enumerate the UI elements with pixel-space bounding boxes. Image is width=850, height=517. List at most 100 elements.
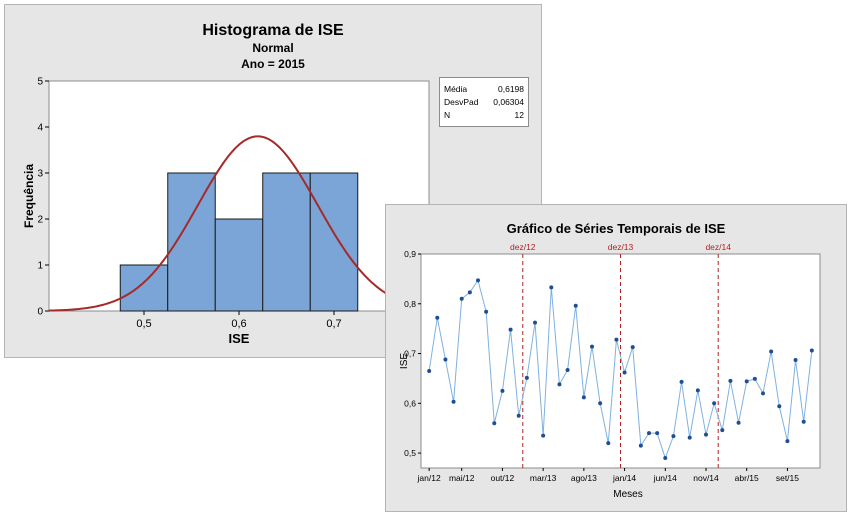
histogram-bars xyxy=(48,135,430,312)
time-series-chart: Gráfico de Séries Temporais de ISE dez/1… xyxy=(399,221,821,500)
histogram-subtitle: Normal xyxy=(252,41,293,55)
data-point-36 xyxy=(712,401,717,406)
ts-y-tick-label-3: 0,7 xyxy=(404,349,416,359)
data-point-9 xyxy=(492,421,497,426)
data-point-15 xyxy=(541,433,546,438)
histogram-y-tick-label-4: 3 xyxy=(37,169,43,180)
data-point-6 xyxy=(467,290,472,295)
data-point-42 xyxy=(761,391,765,396)
ts-x-tick-label-8: nov/14 xyxy=(693,473,719,483)
ts-x-tick-label-1: jan/12 xyxy=(417,473,441,483)
time-series-title: Gráfico de Séries Temporais de ISE xyxy=(507,221,726,236)
stats-sd-value: 0,06304 xyxy=(493,97,524,107)
data-point-24 xyxy=(614,337,619,342)
stats-mean-label: Média xyxy=(444,84,468,94)
time-series-panel: Gráfico de Séries Temporais de ISE dez/1… xyxy=(385,204,847,512)
time-series-content: dez/12 dez/13 dez/14 0,5 0,6 0,7 0,8 0,9 jan/12 m… xyxy=(404,242,814,483)
ts-x-tick-label-10: set/15 xyxy=(776,473,799,483)
histogram-x-tick-label-3: 0,7 xyxy=(326,318,341,330)
data-point-3 xyxy=(443,357,448,362)
stats-n-label: N xyxy=(444,110,451,120)
stats-row-n: N 12 xyxy=(444,110,524,121)
reference-line-label-3: dez/14 xyxy=(705,242,731,252)
data-point-4 xyxy=(451,399,456,404)
histogram-bar-5 xyxy=(309,172,359,312)
summary-stats-box: Média 0,6198 DesvPad 0,06304 N 12 xyxy=(439,77,529,127)
data-point-1 xyxy=(427,368,432,373)
data-point-39 xyxy=(736,420,741,425)
reference-line-label-2: dez/13 xyxy=(608,242,634,252)
data-point-10 xyxy=(500,388,505,393)
data-point-22 xyxy=(598,401,603,406)
data-point-34 xyxy=(695,388,700,393)
data-point-2 xyxy=(435,315,440,320)
time-series-x-label: Meses xyxy=(613,489,642,500)
data-point-45 xyxy=(785,439,790,444)
ts-y-tick-label-5: 0,9 xyxy=(404,249,416,259)
histogram-subtitle-year: Ano = 2015 xyxy=(241,57,305,71)
data-point-30 xyxy=(663,456,668,461)
data-point-28 xyxy=(647,431,651,436)
histogram-y-tick-label-2: 1 xyxy=(37,261,43,272)
normal-fit-curve xyxy=(48,135,430,312)
data-point-20 xyxy=(581,395,586,400)
histogram-y-label: Frequência xyxy=(22,164,36,228)
ts-x-tick-label-7: jun/14 xyxy=(653,473,677,483)
histogram-x-tick-label-2: 0,6 xyxy=(231,318,246,330)
data-point-31 xyxy=(671,434,676,439)
data-point-35 xyxy=(704,432,708,437)
stats-row-mean: Média 0,6198 xyxy=(444,84,524,95)
histogram-bar-2 xyxy=(167,172,216,312)
data-point-13 xyxy=(524,375,529,380)
data-point-17 xyxy=(557,382,562,387)
stats-row-sd: DesvPad 0,06304 xyxy=(444,97,524,108)
data-point-37 xyxy=(720,428,725,433)
data-point-44 xyxy=(777,404,782,409)
data-point-12 xyxy=(516,413,521,418)
data-point-25 xyxy=(622,370,627,375)
histogram-chart: Histograma de ISE Normal Ano = 2015 0,5 0… xyxy=(22,22,437,346)
data-point-14 xyxy=(533,320,537,325)
histogram-y-tick-label-5: 4 xyxy=(37,123,43,134)
data-point-26 xyxy=(630,345,635,350)
data-point-46 xyxy=(793,358,798,363)
histogram-y-tick-label-6: 5 xyxy=(37,77,43,88)
reference-line-label-1: dez/12 xyxy=(510,242,536,252)
data-point-18 xyxy=(565,367,570,372)
data-point-23 xyxy=(606,441,611,446)
data-point-47 xyxy=(801,419,806,424)
histogram-y-tick-label-3: 2 xyxy=(37,215,43,226)
histogram-title: Histograma de ISE xyxy=(202,22,344,39)
data-point-21 xyxy=(590,344,594,349)
histogram-x-tick-label-1: 0,5 xyxy=(136,318,151,330)
ts-x-tick-label-4: mar/13 xyxy=(530,473,557,483)
data-point-11 xyxy=(508,327,513,332)
ts-y-tick-label-4: 0,8 xyxy=(404,299,416,309)
ts-x-tick-label-9: abr/15 xyxy=(735,473,759,483)
data-point-5 xyxy=(459,296,464,301)
data-point-38 xyxy=(728,378,733,383)
histogram-bar-3 xyxy=(214,218,264,312)
data-point-29 xyxy=(655,431,660,436)
histogram-panel: Histograma de ISE Normal Ano = 2015 0,5 0… xyxy=(4,4,542,358)
stats-sd-label: DesvPad xyxy=(444,97,479,107)
stats-n-value: 12 xyxy=(514,110,524,120)
data-point-40 xyxy=(744,379,749,384)
data-point-27 xyxy=(638,443,643,448)
data-point-43 xyxy=(769,349,774,354)
data-point-8 xyxy=(484,309,489,314)
histogram-y-tick-label-1: 0 xyxy=(37,307,43,318)
ts-x-tick-label-5: ago/13 xyxy=(571,473,597,483)
data-point-32 xyxy=(679,379,684,384)
data-point-41 xyxy=(752,376,757,381)
data-point-19 xyxy=(573,303,578,308)
stats-mean-value: 0,6198 xyxy=(498,84,524,94)
ts-x-tick-label-6: jan/14 xyxy=(612,473,636,483)
ts-y-tick-label-1: 0,5 xyxy=(404,448,416,458)
time-series-y-label: ISE xyxy=(399,353,410,369)
data-point-33 xyxy=(687,435,692,440)
data-point-48 xyxy=(809,348,814,353)
data-point-16 xyxy=(549,285,554,290)
histogram-bar-4 xyxy=(262,172,311,312)
ts-x-tick-label-3: out/12 xyxy=(491,473,515,483)
